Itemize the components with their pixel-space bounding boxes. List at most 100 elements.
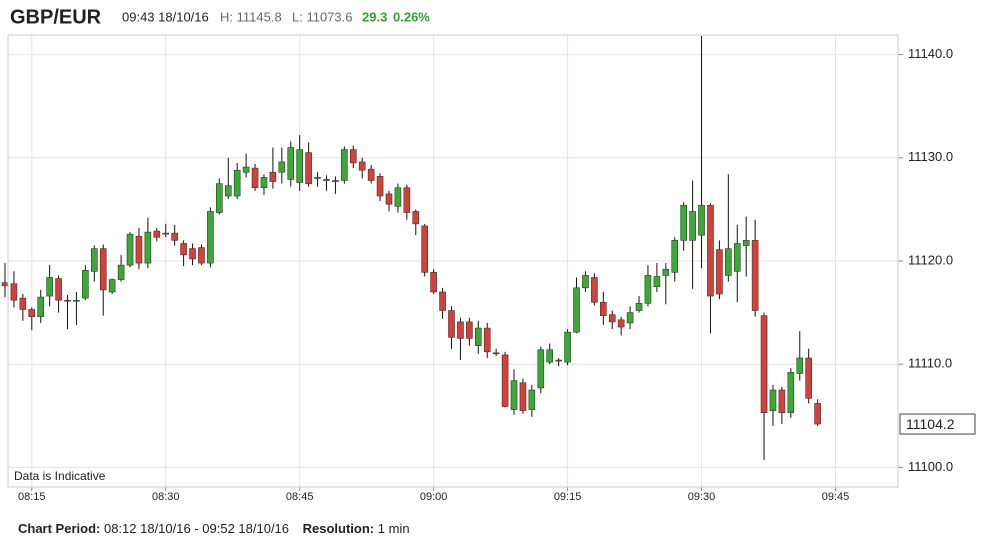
candle-body bbox=[546, 349, 554, 363]
candle-body bbox=[716, 249, 723, 295]
candle-body bbox=[725, 248, 732, 276]
candle-body bbox=[626, 312, 634, 324]
candle-body bbox=[707, 204, 714, 297]
period-label: Chart Period: bbox=[18, 521, 100, 536]
footer: Chart Period: 08:12 18/10/16 - 09:52 18/… bbox=[18, 521, 410, 536]
candle-body bbox=[385, 193, 393, 205]
candle-body bbox=[600, 301, 607, 316]
candle-body bbox=[198, 247, 205, 264]
candle-body bbox=[492, 352, 500, 355]
candle-body bbox=[251, 167, 259, 189]
candle-body bbox=[644, 275, 652, 304]
candle-body bbox=[814, 403, 821, 425]
y-tick-label: 11130.0 bbox=[908, 149, 953, 164]
candle-body bbox=[233, 169, 241, 197]
candle-body bbox=[421, 225, 429, 273]
x-tick-label: 08:45 bbox=[286, 491, 314, 503]
candle-body bbox=[117, 264, 125, 280]
candle-body bbox=[635, 303, 643, 311]
candle-body bbox=[555, 359, 562, 362]
low-price: L: 11073.6 bbox=[292, 9, 352, 24]
candle-body bbox=[144, 231, 152, 264]
candle-body bbox=[314, 177, 321, 179]
candle-body bbox=[510, 380, 518, 410]
candle-body bbox=[108, 279, 116, 293]
candle-body bbox=[394, 187, 402, 207]
candle-body bbox=[99, 248, 107, 291]
candle-body bbox=[662, 268, 670, 276]
candle-body bbox=[367, 168, 375, 181]
candle-body bbox=[341, 149, 348, 181]
candle-body bbox=[37, 296, 45, 318]
candle-body bbox=[28, 309, 36, 318]
candle-body bbox=[403, 187, 411, 213]
candle-body bbox=[573, 287, 580, 333]
candle-body bbox=[305, 152, 312, 184]
y-tick-label: 11100.0 bbox=[908, 459, 953, 474]
candle-body bbox=[564, 331, 571, 363]
high-price: H: 11145.8 bbox=[220, 9, 282, 24]
candle-body bbox=[323, 179, 330, 181]
candle-body bbox=[189, 248, 196, 260]
x-tick-label: 09:30 bbox=[688, 491, 716, 503]
candle-body bbox=[680, 204, 687, 241]
candle-body bbox=[64, 299, 71, 302]
candle-body bbox=[805, 357, 813, 399]
last-price-box bbox=[899, 413, 976, 435]
candle-body bbox=[778, 389, 786, 413]
candle-body bbox=[787, 372, 795, 413]
candle-body bbox=[55, 278, 62, 301]
candle-body bbox=[19, 297, 27, 310]
candle-body bbox=[349, 149, 357, 164]
y-tick-label: 11120.0 bbox=[908, 252, 953, 267]
candle-body bbox=[171, 232, 178, 241]
candle-body bbox=[448, 310, 455, 338]
candle-body bbox=[180, 243, 187, 256]
timestamp: 09:43 18/10/16 bbox=[122, 9, 209, 24]
candle-body bbox=[689, 211, 696, 241]
candle-body bbox=[358, 161, 366, 171]
pair-title: GBP/EUR bbox=[10, 6, 102, 28]
change-pct: 0.26% bbox=[393, 9, 430, 24]
candle-body bbox=[376, 176, 384, 197]
candle-body bbox=[591, 277, 598, 303]
candle-body bbox=[466, 321, 473, 339]
candle-body bbox=[216, 183, 223, 213]
candle-body bbox=[742, 240, 750, 246]
candle-body bbox=[1, 282, 9, 287]
change: 29.3 bbox=[362, 9, 387, 24]
candle-body bbox=[653, 276, 661, 288]
candle-body bbox=[608, 314, 616, 323]
plot-area: 11100.0 11110.0 11120.0 11130.0 11140.0 08:15… bbox=[1, 35, 953, 503]
candle-body bbox=[126, 233, 134, 266]
candle-body bbox=[617, 319, 625, 328]
last-price-label: 11104.2 bbox=[906, 416, 955, 432]
x-tick-label: 09:00 bbox=[420, 491, 448, 503]
x-tick-label: 09:15 bbox=[554, 491, 582, 503]
candle-body bbox=[242, 166, 250, 173]
candle-body bbox=[224, 185, 232, 197]
candle-body bbox=[439, 291, 446, 311]
resolution-label: Resolution: bbox=[303, 521, 375, 536]
candle-body bbox=[46, 277, 53, 297]
candle-body bbox=[528, 389, 536, 410]
candle-body bbox=[278, 161, 286, 173]
candle-body bbox=[519, 382, 527, 411]
candle-body bbox=[153, 230, 161, 238]
candle-body bbox=[796, 357, 804, 374]
y-tick-label: 11140.0 bbox=[908, 46, 953, 61]
candle-body bbox=[135, 235, 143, 264]
annotation: Data is Indicative bbox=[14, 469, 106, 483]
x-tick-label: 09:45 bbox=[822, 491, 850, 503]
candle-body bbox=[412, 211, 420, 225]
candle-body bbox=[287, 147, 295, 180]
x-tick-label: 08:15 bbox=[18, 491, 46, 503]
candle-body bbox=[671, 240, 679, 273]
candle-body bbox=[162, 232, 170, 235]
candle-body bbox=[73, 299, 80, 302]
candle-body bbox=[332, 180, 339, 182]
period: 08:12 18/10/16 - 09:52 18/10/16 bbox=[104, 521, 289, 536]
plot-frame bbox=[7, 34, 899, 488]
